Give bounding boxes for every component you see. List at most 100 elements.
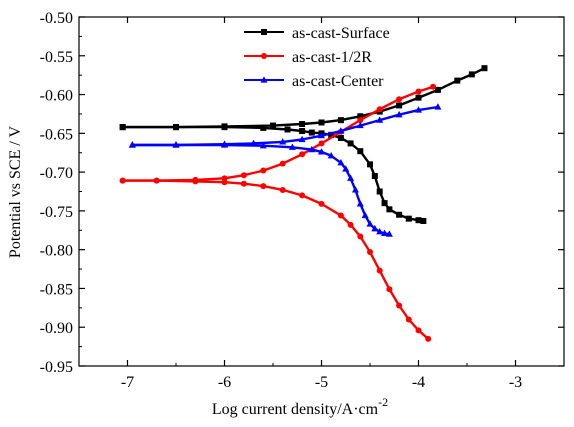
data-point xyxy=(371,224,379,232)
data-point xyxy=(376,228,384,235)
data-point xyxy=(318,148,325,155)
data-point xyxy=(299,121,306,128)
data-point xyxy=(172,141,180,148)
data-point xyxy=(308,129,315,136)
data-point xyxy=(260,167,267,174)
data-point xyxy=(308,145,316,153)
data-point xyxy=(270,122,276,129)
data-point xyxy=(318,140,325,147)
data-point xyxy=(415,94,422,101)
data-point xyxy=(396,102,403,109)
data-point xyxy=(250,139,258,147)
axes-layer: -7 -6 -5 -4 -3 -0.50 -0.55 -0.60 -0.65 -0.70 -0.75… xyxy=(40,10,565,391)
data-point xyxy=(481,65,488,72)
data-point xyxy=(361,211,369,219)
data-point xyxy=(260,183,267,190)
data-point xyxy=(288,143,296,150)
data-point xyxy=(153,177,160,184)
x-tick-label: -5 xyxy=(315,374,328,391)
data-point xyxy=(376,267,383,274)
data-point xyxy=(386,286,393,293)
data-point xyxy=(420,217,427,224)
series-line xyxy=(122,125,424,223)
data-point xyxy=(396,96,403,103)
series-1 xyxy=(119,83,437,342)
data-point xyxy=(298,135,306,143)
y-tick-label: -0.75 xyxy=(40,204,73,221)
data-point xyxy=(259,141,267,149)
data-point xyxy=(240,172,247,179)
legend-marker xyxy=(260,76,268,83)
data-point xyxy=(367,248,373,255)
data-point xyxy=(328,131,335,138)
data-point xyxy=(415,88,422,95)
data-point xyxy=(405,316,412,323)
data-point xyxy=(173,124,179,131)
data-point xyxy=(119,124,126,131)
data-point xyxy=(385,230,393,237)
data-point xyxy=(318,200,325,207)
data-point xyxy=(337,117,344,124)
data-point xyxy=(454,77,461,84)
x-axis-label-superscript: -2 xyxy=(378,395,388,409)
y-tick-label: -0.80 xyxy=(40,243,73,260)
series-0 xyxy=(119,65,488,224)
data-point xyxy=(381,200,388,207)
y-tick-label: -0.60 xyxy=(40,88,73,105)
x-axis-label: Log current density/A·cm-2 xyxy=(212,395,388,418)
plot-layer xyxy=(119,65,488,342)
y-tick-label: -0.50 xyxy=(40,10,73,27)
plot-frame xyxy=(78,16,565,367)
data-point xyxy=(357,117,364,124)
data-point xyxy=(356,200,364,207)
data-point xyxy=(357,113,364,120)
data-point xyxy=(381,229,389,236)
data-point xyxy=(430,83,437,90)
data-point xyxy=(221,175,228,182)
data-point xyxy=(434,86,441,93)
x-axis-label-text: Log current density/A·cm xyxy=(212,401,379,418)
data-point xyxy=(415,217,422,224)
data-point xyxy=(327,152,335,159)
data-point xyxy=(396,211,403,218)
data-point xyxy=(395,110,403,118)
data-point xyxy=(192,176,199,183)
data-point xyxy=(357,148,364,155)
legend-label: as-cast-Center xyxy=(292,73,384,90)
data-point xyxy=(415,106,422,113)
data-point xyxy=(318,131,325,139)
y-tick-label: -0.55 xyxy=(40,49,73,66)
data-point xyxy=(279,186,286,193)
data-point xyxy=(386,206,393,213)
y-tick-label: -0.90 xyxy=(40,320,73,337)
data-point xyxy=(366,220,374,227)
data-point xyxy=(405,215,412,222)
y-tick-label: -0.70 xyxy=(40,165,73,182)
data-point xyxy=(284,126,291,133)
data-point xyxy=(337,212,344,219)
legend-label: as-cast-1/2R xyxy=(292,49,372,66)
data-point xyxy=(376,116,384,123)
data-point xyxy=(337,127,345,134)
data-point xyxy=(318,119,325,126)
data-point xyxy=(371,172,378,179)
data-point xyxy=(468,71,475,78)
data-point xyxy=(299,128,306,135)
y-tick-label: -0.85 xyxy=(40,281,73,298)
data-point xyxy=(347,221,354,228)
series-2 xyxy=(128,103,442,237)
data-point xyxy=(260,124,267,131)
data-point xyxy=(415,327,422,334)
data-point xyxy=(347,140,354,147)
data-point xyxy=(356,121,364,129)
data-point xyxy=(240,180,247,187)
data-point xyxy=(119,177,126,184)
data-point xyxy=(342,165,350,172)
data-point xyxy=(279,160,286,167)
data-point xyxy=(279,138,287,145)
data-point xyxy=(425,335,432,342)
y-axis-label: Potential vs SCE / V xyxy=(7,125,24,258)
y-tick-label: -0.95 xyxy=(40,359,73,376)
data-point xyxy=(337,159,345,166)
